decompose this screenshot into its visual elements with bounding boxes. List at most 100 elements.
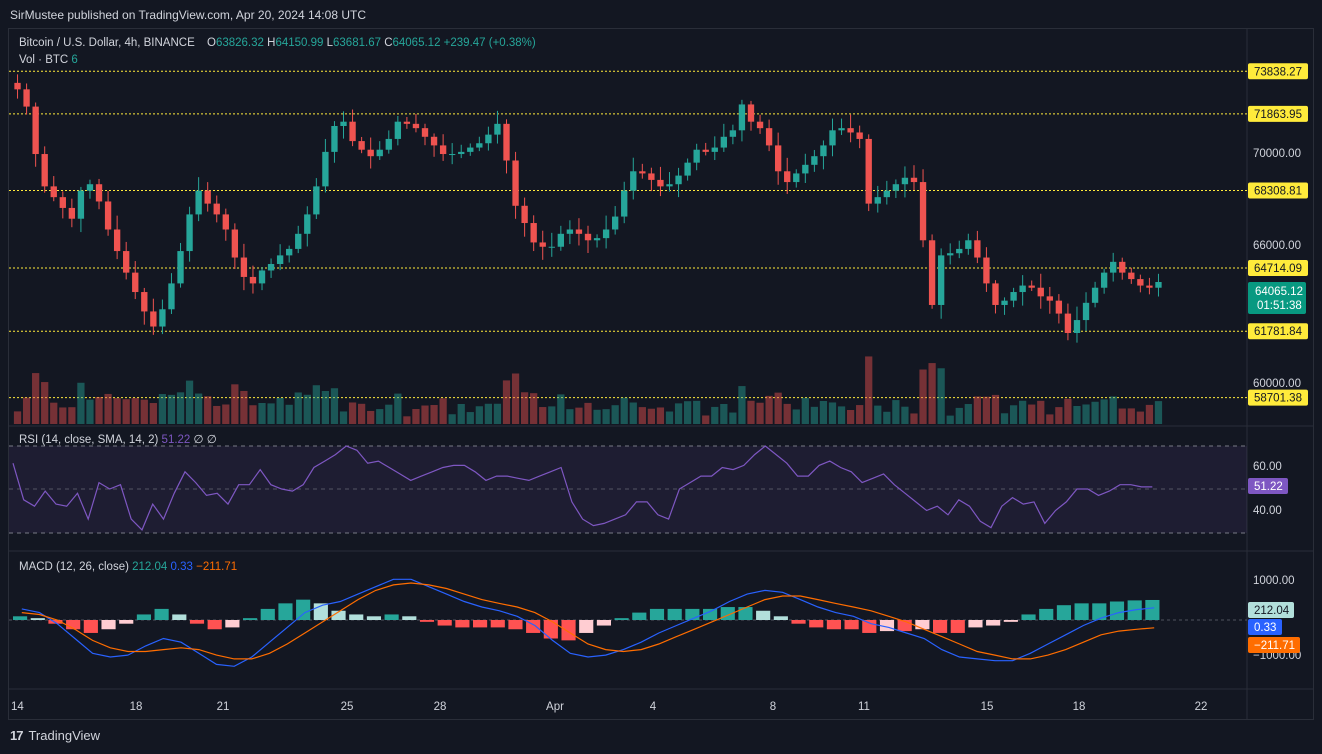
candle-body	[276, 255, 284, 264]
volume-bar	[674, 403, 683, 424]
candle-body	[947, 253, 954, 256]
macd-histogram-bar	[933, 620, 948, 633]
volume-bar	[1000, 413, 1009, 424]
volume-bar	[520, 392, 529, 424]
publisher-line: SirMustee published on TradingView.com, …	[10, 8, 366, 22]
volume-bar	[475, 406, 483, 424]
volume-bar	[249, 405, 257, 424]
candle-body	[847, 128, 854, 133]
macd-histogram-bar	[1145, 599, 1160, 620]
macd-histogram-bar	[667, 608, 682, 620]
volume-bar	[683, 401, 692, 424]
macd-histogram-bar	[826, 620, 841, 630]
candle-body	[385, 138, 392, 150]
level-badge	[1248, 260, 1308, 277]
level-badge-text: 58701.38	[1254, 393, 1302, 405]
macd-histogram-bar	[968, 620, 983, 628]
macd-histogram-bar	[172, 614, 187, 620]
volume-bar	[946, 415, 954, 424]
macd-histogram-bar	[349, 614, 364, 620]
time-label: 11	[858, 701, 870, 713]
candle-body	[874, 197, 881, 204]
candle-body	[186, 214, 193, 252]
volume-bar	[167, 394, 176, 424]
candle-body	[14, 82, 21, 90]
macd-histogram-bar	[738, 607, 753, 620]
volume-bar	[131, 398, 139, 424]
time-label: 15	[981, 701, 994, 713]
volume-bar	[611, 405, 619, 424]
candle-body	[358, 141, 365, 150]
volume-bar	[856, 405, 864, 424]
volume-bar	[1109, 396, 1117, 424]
volume-bar	[665, 411, 674, 424]
candle-body	[1091, 287, 1099, 303]
volume-bar	[702, 415, 710, 424]
macd-histogram-bar	[809, 620, 824, 628]
brand-footer[interactable]: 17 TradingView	[10, 728, 100, 743]
price-tick-60000: 60000.00	[1253, 378, 1301, 390]
candle-body	[657, 179, 664, 187]
candle-body	[331, 126, 338, 152]
volume-bar	[213, 405, 221, 424]
volume-bar	[1046, 414, 1054, 424]
candle-body	[702, 149, 709, 152]
candle-body	[820, 145, 827, 157]
volume-bar	[1091, 401, 1099, 424]
tradingview-logo-icon: 17	[10, 728, 24, 743]
macd-histogram-bar	[207, 620, 222, 630]
macd-hist-badge-text: 212.04	[1254, 605, 1290, 617]
time-axis[interactable]: 14 18 21 25 28 Apr 4 8 11 15 18 22	[11, 701, 1207, 713]
volume-bar	[720, 403, 728, 424]
macd-histogram-bar	[561, 620, 576, 641]
volume-bar	[566, 409, 574, 424]
macd-histogram-bar	[13, 616, 28, 620]
macd-histogram-bar	[278, 603, 293, 620]
candle-body	[267, 264, 275, 271]
candle-body	[412, 123, 420, 129]
candle-body	[1110, 261, 1117, 273]
volume-bar	[13, 411, 22, 424]
macd-histogram-bar	[579, 620, 594, 633]
candle-body	[1064, 313, 1072, 333]
volume-bar	[285, 404, 293, 424]
volume-bar	[629, 402, 637, 424]
volume-bar	[276, 397, 284, 424]
macd-histogram-bar	[791, 620, 806, 624]
candle-body	[476, 143, 483, 148]
time-label: 14	[11, 701, 24, 713]
volume-bar	[620, 397, 628, 424]
macd-histogram-bar	[1003, 620, 1018, 622]
volume-bar	[973, 396, 981, 424]
level-badge	[1248, 105, 1308, 122]
chart-frame[interactable]: 73838.27 71863.95 68308.81 64714.09 61781.84…	[8, 28, 1314, 720]
volume-bar	[457, 403, 465, 424]
volume-bar	[385, 404, 393, 424]
macd-histogram-bar	[154, 608, 169, 620]
level-badge-text: 61781.84	[1254, 326, 1303, 338]
volume-bar	[312, 385, 320, 424]
price-tick-70000: 70000.00	[1253, 148, 1301, 160]
candle-body	[132, 272, 139, 293]
chart-canvas[interactable]: 73838.27 71863.95 68308.81 64714.09 61781.84…	[9, 29, 1313, 719]
volume-bar	[330, 388, 339, 424]
time-label: 22	[1195, 701, 1208, 713]
volume-bar	[656, 407, 665, 424]
candle-body	[784, 171, 791, 183]
rsi-legend: RSI (14, close, SMA, 14, 2) 51.22 ∅ ∅	[19, 434, 217, 446]
macd-signal-badge	[1248, 637, 1300, 653]
volume-bar	[41, 382, 49, 424]
candle-body	[367, 149, 374, 157]
legend-symbol: Bitcoin / U.S. Dollar, 4h, BINANCE	[19, 37, 195, 49]
candle-body	[802, 164, 809, 174]
publisher-bar: SirMustee published on TradingView.com, …	[0, 0, 1322, 28]
volume-bar	[548, 406, 556, 424]
macd-histogram-bar	[986, 620, 1001, 626]
volume-bar	[376, 409, 384, 424]
volume-bar	[113, 398, 121, 424]
volume-bar	[756, 402, 764, 424]
volume-bar	[32, 373, 40, 424]
volume-bar	[339, 411, 348, 424]
volume-bar	[738, 386, 746, 424]
candle-body	[765, 128, 773, 146]
